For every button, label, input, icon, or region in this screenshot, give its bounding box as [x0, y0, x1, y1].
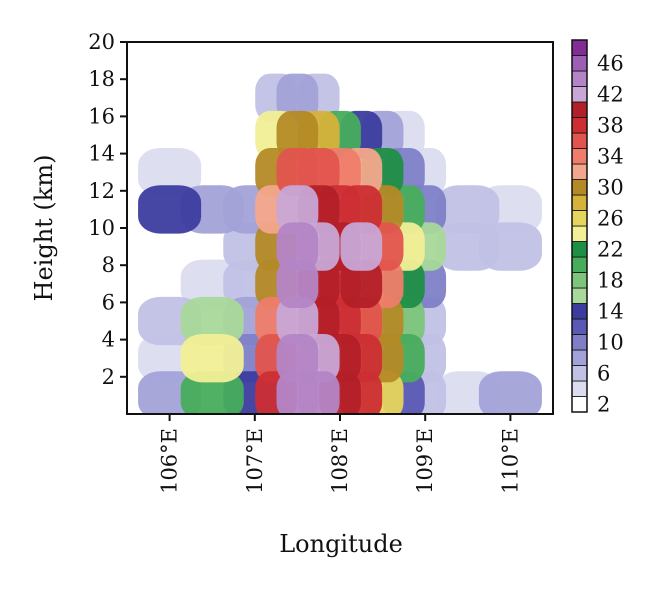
colorbar-label: 46: [597, 51, 624, 75]
contour-cell: [180, 371, 244, 414]
contour-cell: [276, 334, 319, 383]
plot-area: 106°E 107°E 108°E 109°E 110°E 2 4 6 8 10 12 14 16 18…: [88, 30, 554, 494]
x-tick-label: 107°E: [243, 428, 267, 494]
x-tick-label: 109°E: [413, 428, 437, 494]
contour-cell: [478, 222, 542, 271]
colorbar-label: 30: [597, 175, 624, 199]
y-tick-label: 12: [88, 179, 115, 203]
x-axis-title: Longitude: [279, 530, 403, 558]
contour-cell: [180, 334, 244, 383]
contour-cell: [276, 185, 319, 234]
y-tick-label: 20: [88, 30, 115, 54]
contour-cell: [436, 334, 500, 383]
colorbar-swatch: [571, 380, 588, 397]
contour-cell: [180, 296, 244, 346]
y-tick-label: 2: [102, 365, 115, 389]
colorbar-label: 26: [597, 206, 624, 230]
colorbar-swatch: [571, 334, 588, 351]
contour-cell: [276, 259, 319, 308]
y-tick-label: 6: [102, 290, 115, 314]
colorbar-swatch: [571, 318, 588, 335]
contour-cell: [297, 371, 340, 414]
y-tick-label: 16: [88, 104, 115, 128]
colorbar-swatch: [571, 132, 588, 149]
colorbar-label: 6: [597, 361, 610, 385]
y-tick-label: 8: [102, 253, 115, 277]
colorbar-label: 18: [597, 268, 624, 292]
colorbar-swatch: [571, 210, 588, 227]
colorbar-label: 42: [597, 82, 624, 106]
contour-cell: [138, 185, 202, 234]
y-tick-label: 4: [102, 328, 115, 352]
colorbar-swatch: [571, 396, 588, 413]
colorbar-swatch: [571, 287, 588, 304]
y-tick-label: 18: [88, 67, 115, 91]
contour-cell: [436, 185, 500, 234]
colorbar-swatch: [571, 241, 588, 258]
colorbar-swatch: [571, 86, 588, 103]
y-tick-label: 14: [88, 142, 115, 166]
contour-cell: [138, 222, 202, 271]
colorbar-swatch: [571, 272, 588, 289]
colorbar-swatch: [571, 101, 588, 118]
colorbar-swatch: [571, 256, 588, 273]
contour-cell: [340, 185, 383, 234]
colorbar-swatch: [571, 303, 588, 320]
contour-fill-layer: [138, 73, 542, 414]
colorbar-swatch: [571, 39, 588, 56]
colorbar-swatch: [571, 365, 588, 382]
y-axis-ticks: 2 4 6 8 10 12 14 16 18 20: [88, 30, 127, 389]
colorbar-label: 34: [597, 144, 624, 168]
colorbar-swatch: [571, 70, 588, 87]
contour-cell: [340, 222, 383, 271]
contour-cell: [340, 73, 383, 122]
contour-cell: [138, 148, 202, 197]
x-tick-label: 110°E: [498, 428, 522, 494]
colorbar-swatch: [571, 225, 588, 242]
y-axis-title: Height (km): [30, 155, 58, 302]
colorbar-swatch: [571, 148, 588, 165]
colorbar-swatch: [571, 349, 588, 366]
colorbar-swatch: [571, 194, 588, 211]
contour-cell: [340, 259, 383, 308]
contour-cell: [276, 222, 319, 271]
contour-cell: [478, 371, 542, 414]
contour-cell: [276, 296, 319, 346]
colorbar-label: 14: [597, 299, 624, 323]
colorbar-label: 22: [597, 237, 624, 261]
colorbar-swatch: [571, 179, 588, 196]
colorbar-label: 10: [597, 330, 624, 354]
y-tick-label: 10: [88, 216, 115, 240]
colorbar-label: 2: [597, 392, 610, 416]
contour-cell: [297, 148, 340, 197]
contour-cell: [276, 73, 319, 122]
colorbar-swatch: [571, 163, 588, 180]
x-tick-label: 106°E: [158, 428, 182, 494]
contour-cell: [436, 259, 500, 308]
colorbar-swatch: [571, 55, 588, 72]
x-axis-ticks: 106°E 107°E 108°E 109°E 110°E: [158, 414, 522, 494]
colorbar-swatch: [571, 117, 588, 134]
colorbar-frame: [571, 39, 588, 413]
contour-cell: [276, 110, 319, 160]
colorbar-label: 38: [597, 113, 624, 137]
x-tick-label: 108°E: [328, 428, 352, 494]
